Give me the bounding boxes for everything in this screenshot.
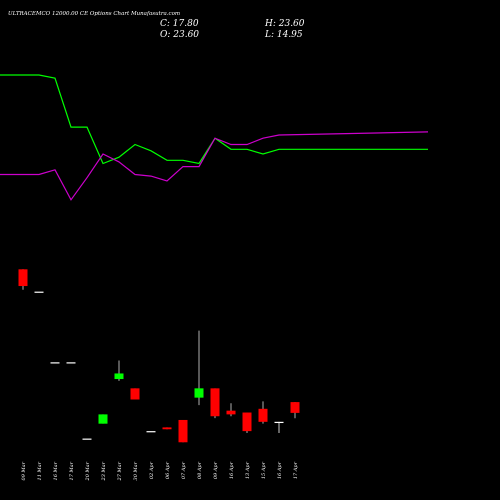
candle-body — [50, 362, 60, 364]
candle-body — [34, 291, 44, 293]
x-tick-label: 16 Apr — [277, 461, 283, 479]
indicator-line-1 — [0, 74, 428, 165]
candle-body — [226, 410, 236, 415]
candle-body — [290, 402, 300, 413]
close-value: C: 17.80 — [160, 19, 199, 29]
x-tick-label: 16 Apr — [229, 461, 235, 479]
x-tick-label: 16 Mar — [53, 461, 59, 480]
candle-body — [242, 412, 252, 432]
x-tick-label: 23 Mar — [101, 461, 107, 481]
candle — [82, 438, 92, 440]
candle — [146, 431, 156, 433]
candle-body — [18, 269, 28, 287]
candle — [162, 427, 172, 430]
x-tick-label: 30 Mar — [133, 461, 139, 480]
high-value: H: 23.60 — [264, 19, 305, 29]
candle — [50, 362, 60, 364]
x-tick-label: 06 Apr — [165, 461, 171, 479]
x-axis-tick-labels: 09 Mar 11 Mar 16 Mar 17 Mar 20 Mar 23 Mar 27 M… — [21, 461, 299, 481]
candle-body — [178, 419, 188, 443]
low-value: L: 14.95 — [264, 30, 303, 40]
x-tick-label: 09 Mar — [21, 461, 27, 480]
x-tick-label: 17 Mar — [69, 461, 75, 480]
x-tick-label: 15 Apr — [261, 461, 267, 479]
candles — [18, 269, 300, 443]
candle — [194, 330, 204, 406]
open-value: O: 23.60 — [160, 30, 199, 40]
candle-body — [194, 388, 204, 398]
candle — [258, 401, 268, 424]
candle — [18, 269, 28, 290]
candle-body — [274, 421, 284, 424]
indicator-lines — [0, 74, 429, 201]
chart-title: ULTRACEMCO 12000.00 CE Options Chart Mun… — [8, 11, 180, 17]
x-tick-label: 02 Apr — [149, 461, 155, 479]
candle — [178, 419, 188, 443]
candle — [242, 412, 252, 433]
candle — [274, 421, 284, 433]
candle — [290, 402, 300, 419]
candle-body — [210, 388, 220, 417]
candle — [210, 388, 220, 419]
x-tick-label: 07 Apr — [181, 461, 187, 479]
candle — [98, 414, 108, 424]
candle-body — [66, 362, 76, 364]
candle-body — [258, 408, 268, 422]
indicator-line-2 — [0, 131, 429, 201]
x-tick-label: 17 Apr — [293, 461, 299, 479]
x-tick-label: 20 Mar — [85, 461, 91, 481]
x-tick-label: 27 Mar — [117, 461, 123, 481]
x-tick-label: 13 Apr — [245, 461, 251, 479]
candle-body — [162, 427, 172, 430]
x-tick-label: 11 Mar — [37, 461, 43, 480]
x-tick-label: 08 Apr — [197, 461, 203, 479]
candle — [130, 388, 140, 400]
candle — [34, 291, 44, 293]
x-tick-label: 09 Apr — [213, 461, 219, 479]
candle — [226, 403, 236, 417]
candle-body — [82, 438, 92, 440]
candle-body — [114, 373, 124, 380]
candle-body — [130, 388, 140, 400]
candle-body — [98, 414, 108, 424]
candle — [66, 362, 76, 364]
candle — [114, 360, 124, 381]
candle-body — [146, 431, 156, 433]
